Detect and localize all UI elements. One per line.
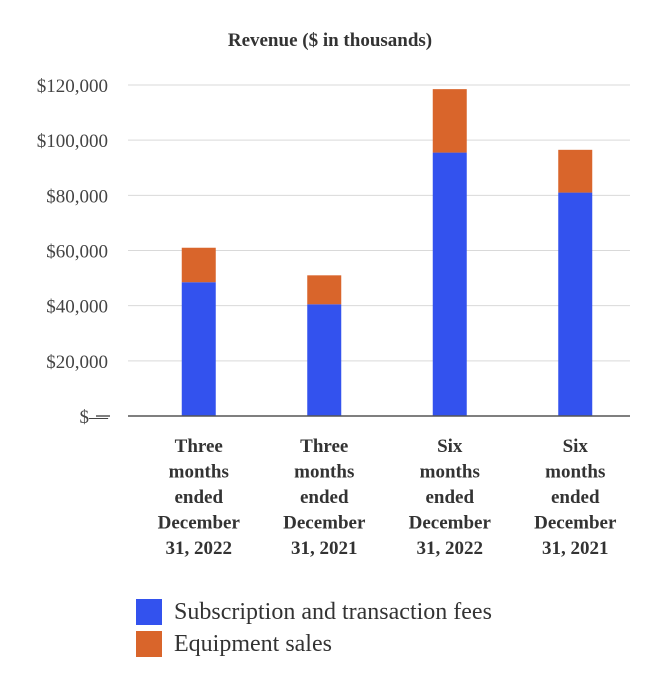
bars: [181, 89, 593, 416]
legend-label-subscription: Subscription and transaction fees: [174, 598, 492, 625]
legend: Subscription and transaction fees Equipm…: [136, 596, 492, 660]
bar-subscription: [558, 192, 593, 416]
chart-title: Revenue ($ in thousands): [228, 30, 432, 51]
y-tick-label: $60,000: [46, 242, 108, 263]
bar-equipment: [558, 149, 593, 193]
legend-item-subscription: Subscription and transaction fees: [136, 596, 492, 628]
x-tick-label: Three months ended December 31, 2021: [283, 436, 366, 559]
legend-swatch-subscription: [136, 599, 162, 625]
bar-subscription: [181, 282, 216, 416]
x-tick-label: Six months ended December 31, 2022: [409, 436, 492, 559]
bar-equipment: [181, 247, 216, 283]
legend-item-equipment: Equipment sales: [136, 628, 492, 660]
y-tick-label: $120,000: [37, 76, 108, 97]
bar-equipment: [307, 275, 342, 305]
y-tick-label: $20,000: [46, 352, 108, 373]
y-tick-label: $—: [80, 407, 110, 428]
bar-subscription: [307, 304, 342, 416]
y-tick-label: $100,000: [37, 131, 108, 152]
bar-equipment: [432, 89, 467, 153]
x-tick-label: Three months ended December 31, 2022: [158, 436, 241, 559]
legend-label-equipment: Equipment sales: [174, 630, 332, 657]
x-tick-label: Six months ended December 31, 2021: [534, 436, 617, 559]
y-axis-ticks: $— $20,000 $40,000 $60,000 $80,000 $100,000 $1…: [37, 76, 110, 428]
x-axis-ticks: Three months ended December 31, 2022 Three mon…: [158, 436, 617, 559]
bar-subscription: [432, 152, 467, 416]
y-tick-label: $80,000: [46, 186, 108, 207]
y-tick-label: $40,000: [46, 297, 108, 318]
legend-swatch-equipment: [136, 631, 162, 657]
